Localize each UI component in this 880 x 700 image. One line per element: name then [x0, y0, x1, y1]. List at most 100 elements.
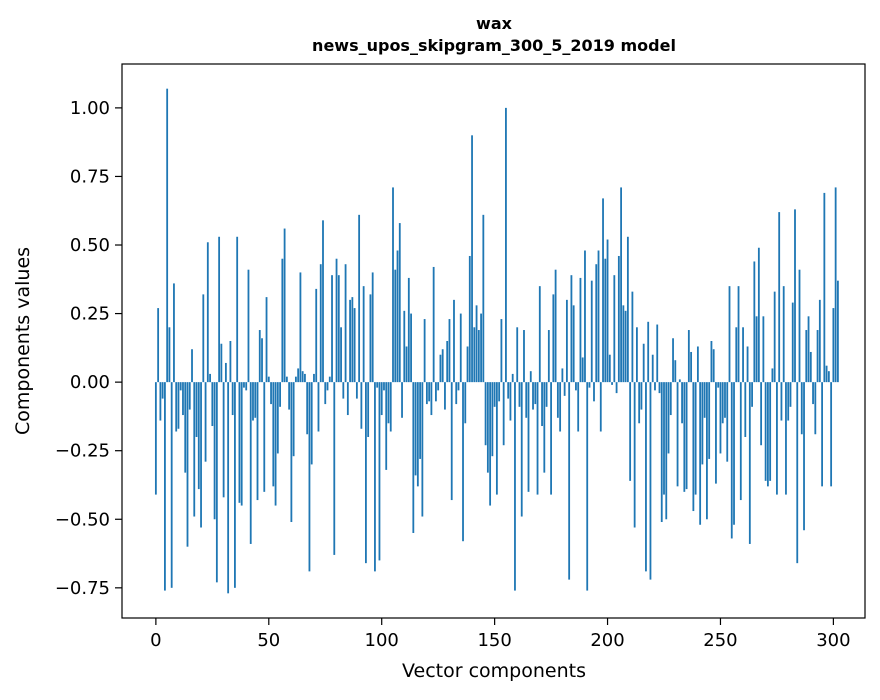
bar-145 [482, 214, 485, 383]
bar-297 [825, 365, 828, 383]
bar-120 [425, 382, 428, 405]
bar-288 [805, 330, 808, 383]
bar-102 [385, 382, 388, 470]
bar-240 [696, 346, 699, 383]
bar-23 [206, 242, 209, 383]
bar-199 [604, 258, 607, 383]
bar-252 [724, 382, 726, 418]
bar-44 [254, 382, 257, 418]
bar-215 [640, 382, 643, 410]
bar-50 [267, 376, 270, 383]
bar-301 [834, 187, 837, 383]
bar-264 [751, 382, 753, 407]
bar-194 [593, 382, 595, 402]
bar-285 [798, 269, 801, 383]
bar-286 [800, 382, 803, 435]
bar-263 [748, 382, 751, 544]
x-axis-ticks: 0 50 100 150 200 250 300 [150, 618, 851, 651]
bar-229 [672, 338, 674, 383]
bar-235 [685, 382, 688, 490]
bar-110 [403, 310, 406, 383]
bar-208 [624, 310, 627, 383]
x-axis-label: Vector components [402, 660, 586, 682]
bar-203 [613, 275, 616, 383]
bar-164 [525, 382, 528, 418]
bar-13 [184, 382, 187, 473]
bar-122 [430, 382, 433, 416]
bar-101 [383, 382, 385, 391]
bar-74 [322, 220, 324, 383]
bar-173 [545, 382, 548, 407]
bar-115 [414, 382, 417, 476]
bar-18 [195, 382, 198, 437]
bar-66 [304, 373, 306, 383]
bar-201 [608, 354, 611, 383]
bar-126 [439, 354, 442, 383]
bar-152 [498, 382, 501, 402]
bar-49 [265, 297, 268, 383]
bar-3 [161, 382, 164, 399]
bar-265 [753, 261, 756, 383]
bar-195 [595, 264, 598, 383]
bar-90 [358, 214, 361, 383]
bar-22 [204, 382, 207, 462]
y-axis-label: Components values [12, 247, 34, 435]
bar-218 [647, 321, 650, 383]
bar-275 [776, 382, 778, 495]
bar-71 [315, 288, 318, 383]
bar-65 [301, 371, 304, 383]
bar-136 [462, 382, 464, 542]
bar-139 [468, 255, 471, 383]
x-tick-label: 0 [150, 630, 161, 651]
bar-135 [459, 313, 462, 383]
bar-185 [572, 305, 575, 383]
bar-284 [796, 382, 799, 564]
bar-171 [541, 382, 543, 427]
bar-108 [398, 223, 401, 383]
bar-295 [821, 382, 823, 487]
bar-226 [665, 382, 668, 520]
x-tick-label: 300 [816, 630, 850, 651]
bar-181 [563, 382, 566, 396]
bar-30 [222, 382, 225, 498]
bar-154 [502, 382, 505, 446]
bar-270 [764, 382, 767, 481]
bar-256 [733, 382, 735, 525]
bar-132 [453, 299, 455, 383]
bar-123 [432, 266, 435, 383]
bar-180 [561, 368, 564, 383]
bar-281 [789, 382, 792, 407]
bar-138 [466, 346, 469, 383]
bar-73 [319, 264, 322, 383]
bar-77 [328, 376, 331, 383]
bar-19 [197, 382, 200, 490]
bar-113 [410, 313, 412, 383]
x-tick-label: 50 [257, 630, 280, 651]
bar-133 [455, 382, 458, 405]
bar-147 [486, 382, 489, 473]
bar-75 [324, 382, 327, 405]
bar-61 [292, 382, 295, 457]
bar-158 [511, 373, 514, 383]
bar-289 [807, 316, 810, 383]
bar-6 [168, 327, 171, 383]
bar-225 [663, 382, 665, 495]
bar-5 [166, 88, 169, 383]
bar-32 [227, 382, 230, 594]
bar-233 [681, 382, 683, 424]
bar-287 [803, 382, 805, 531]
bar-245 [708, 382, 711, 459]
bar-103 [387, 382, 390, 424]
bar-41 [247, 269, 250, 383]
bar-186 [575, 382, 577, 391]
bar-2 [159, 382, 162, 421]
bar-209 [626, 236, 629, 383]
bar-261 [744, 382, 747, 437]
bar-83 [342, 382, 345, 399]
bar-129 [446, 341, 449, 383]
bar-160 [516, 327, 519, 383]
bar-76 [326, 382, 329, 391]
bar-224 [660, 382, 663, 523]
